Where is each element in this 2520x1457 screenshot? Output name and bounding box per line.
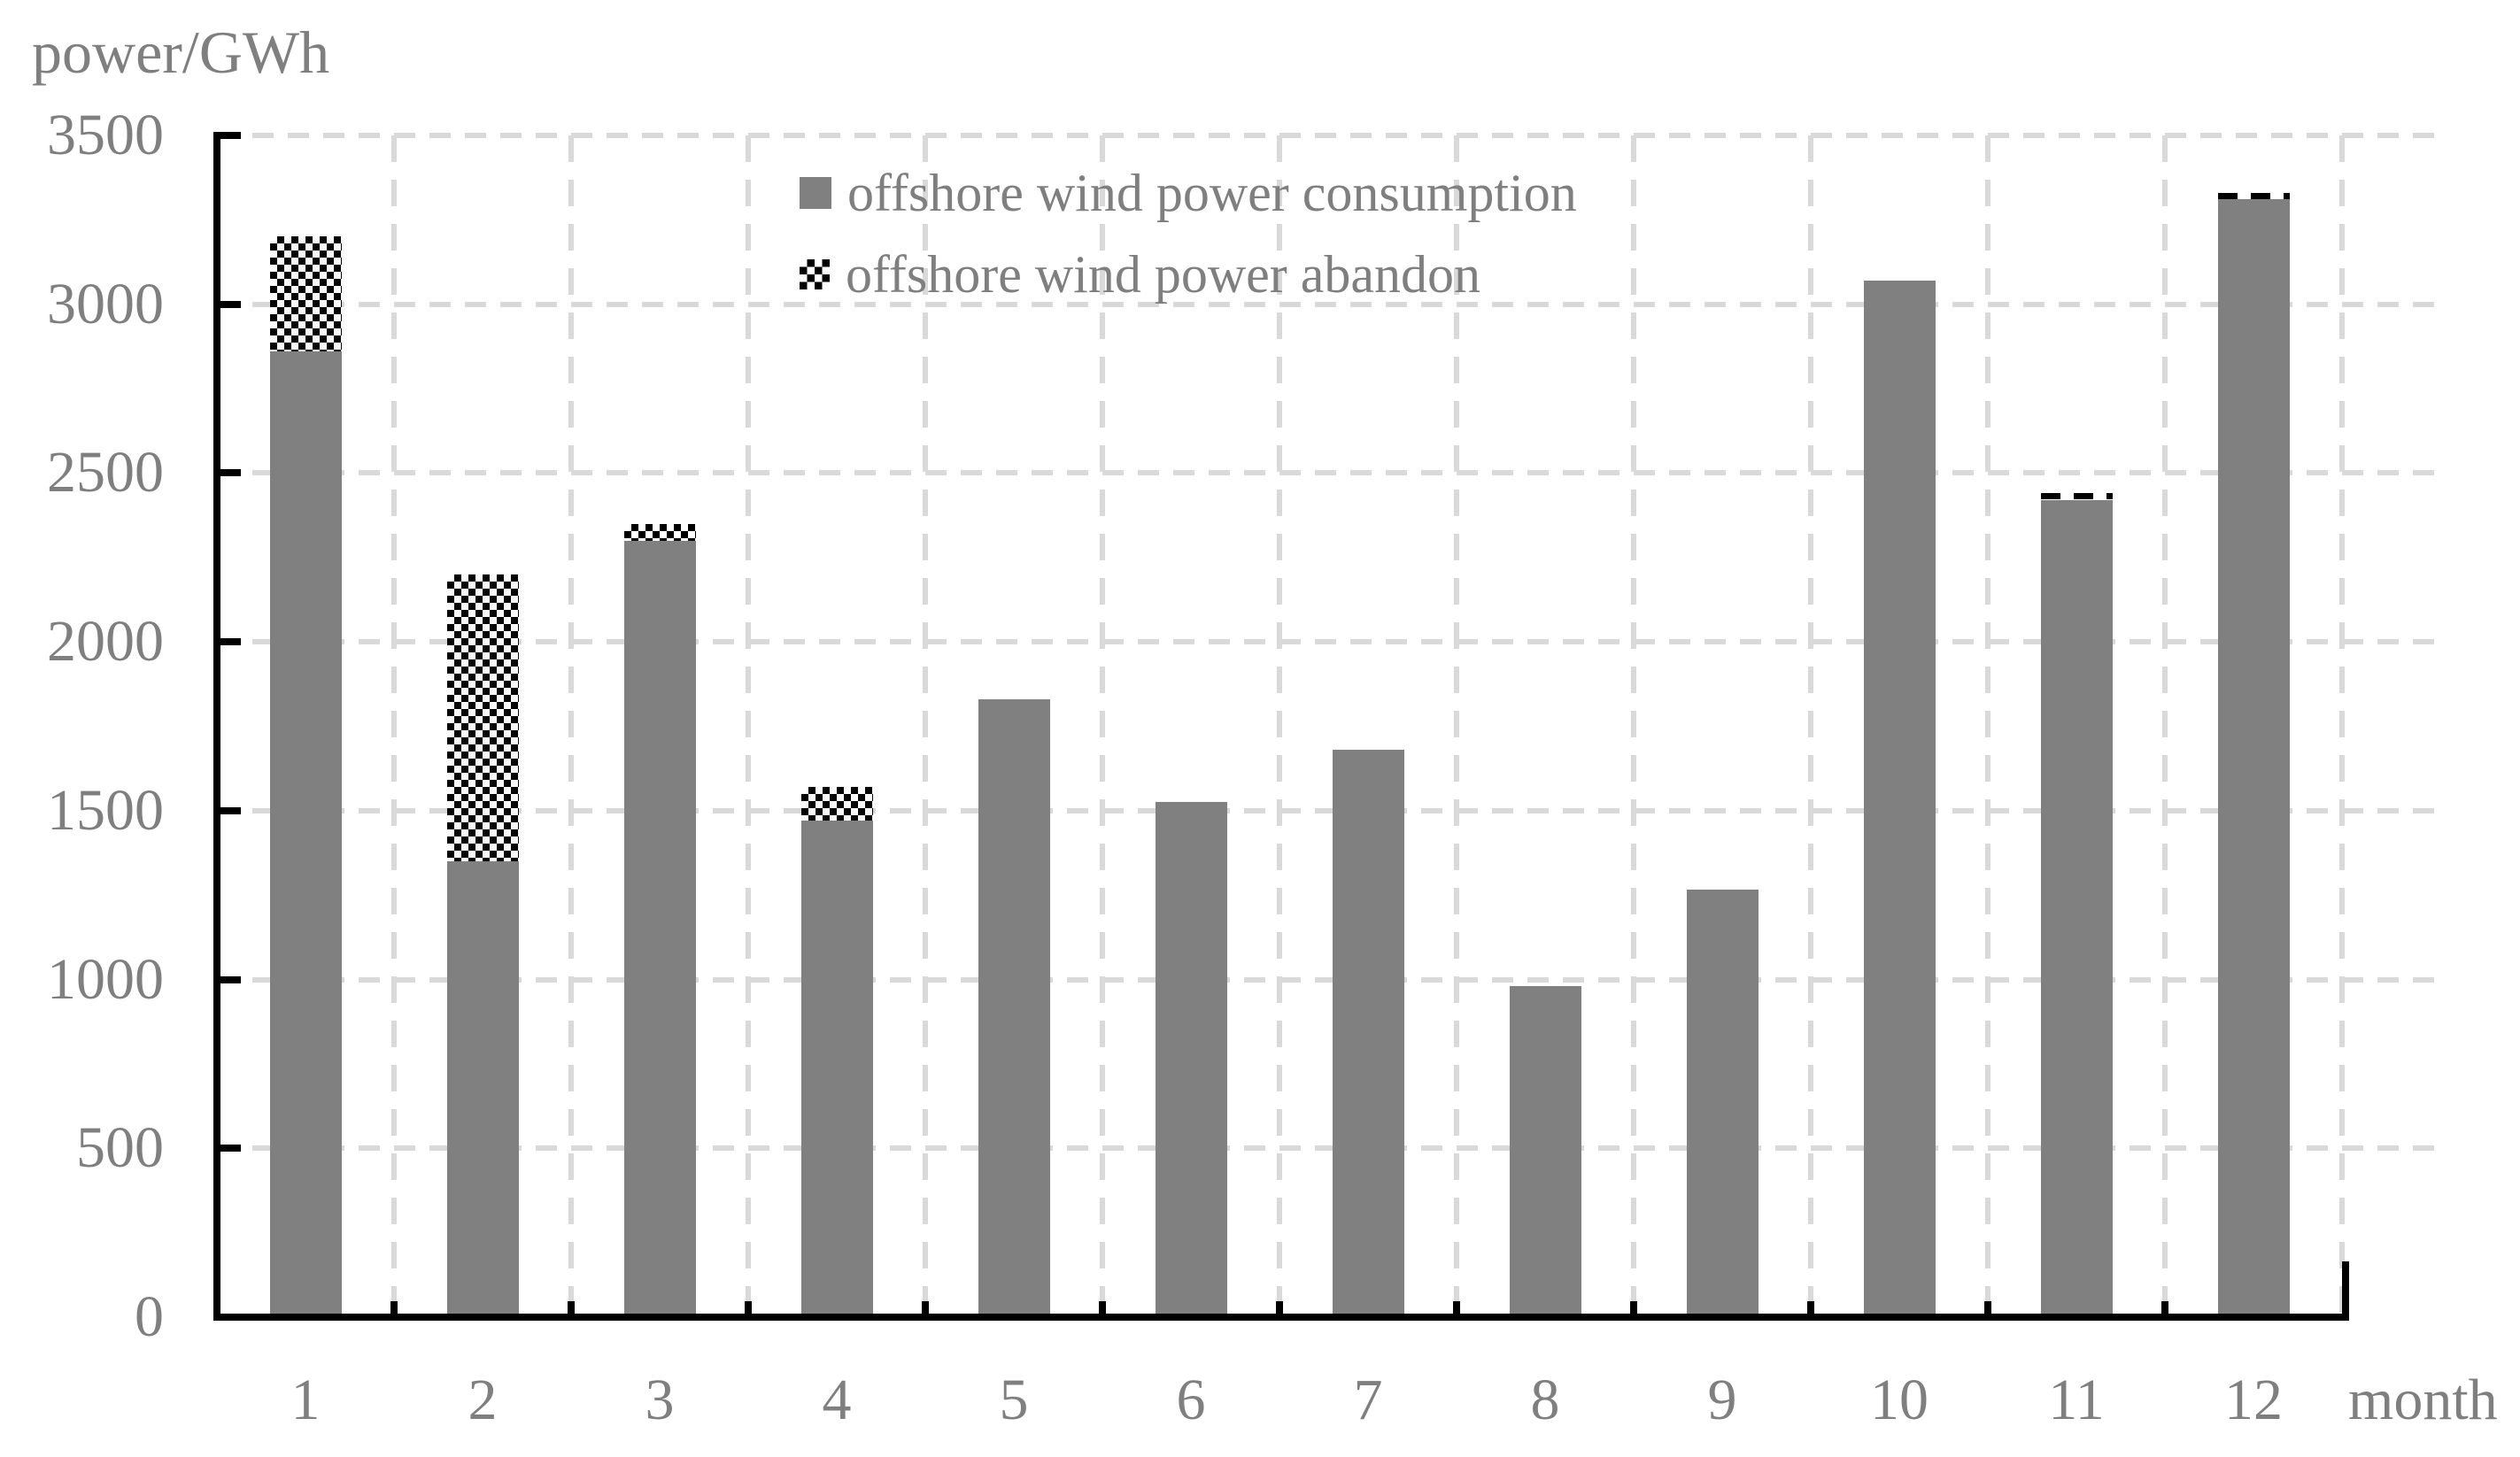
bar-consumption-month-11 xyxy=(2041,499,2113,1314)
month-label-2: 2 xyxy=(468,1368,498,1432)
month-label-1: 1 xyxy=(290,1368,321,1432)
y-tick-3000 xyxy=(213,300,241,308)
y-tick-label-500: 500 xyxy=(76,1115,164,1181)
x-axis-end-tick xyxy=(2342,1261,2349,1321)
y-tick-500 xyxy=(213,1145,241,1152)
gridline-h-3500 xyxy=(217,133,2439,138)
x-tick-9 xyxy=(1099,1301,1106,1314)
bar-abandon-month-3 xyxy=(624,523,696,541)
x-tick-19 xyxy=(1984,1301,1991,1314)
x-tick-1 xyxy=(390,1301,398,1314)
bar-abandon-month-1 xyxy=(270,236,342,352)
x-tick-5 xyxy=(745,1301,752,1314)
bar-abandon-month-2 xyxy=(447,574,519,862)
x-tick-21 xyxy=(2161,1301,2168,1314)
bar-consumption-month-2 xyxy=(447,861,519,1314)
y-tick-1500 xyxy=(213,806,241,814)
bar-consumption-month-8 xyxy=(1510,986,1581,1314)
gridline-v-8 xyxy=(1631,135,1636,1314)
month-label-7: 7 xyxy=(1353,1368,1383,1432)
gridline-v-4 xyxy=(923,135,928,1314)
gridline-v-9 xyxy=(1808,135,1813,1314)
legend-item-consumption: offshore wind power consumption xyxy=(800,166,1577,220)
gridline-h-3000 xyxy=(217,301,2439,307)
y-tick-label-1500: 1500 xyxy=(47,777,164,843)
gridline-v-2 xyxy=(568,135,574,1314)
bar-consumption-month-3 xyxy=(624,540,696,1314)
x-tick-11 xyxy=(1276,1301,1283,1314)
month-label-5: 5 xyxy=(999,1368,1029,1432)
bar-consumption-month-6 xyxy=(1156,802,1227,1314)
y-tick-label-3000: 3000 xyxy=(47,271,164,336)
bar-consumption-month-7 xyxy=(1333,750,1404,1314)
x-tick-15 xyxy=(1630,1301,1637,1314)
y-tick-label-3500: 3500 xyxy=(47,103,164,167)
gridline-h-1000 xyxy=(217,976,2439,983)
month-label-10: 10 xyxy=(1870,1368,1929,1432)
y-tick-1000 xyxy=(213,975,241,983)
y-tick-label-2500: 2500 xyxy=(47,440,164,505)
gridline-h-2000 xyxy=(217,639,2439,645)
x-axis-unit-label: month xyxy=(2348,1368,2498,1432)
x-tick-3 xyxy=(568,1301,575,1314)
month-label-8: 8 xyxy=(1530,1368,1560,1432)
x-tick-17 xyxy=(1807,1301,1814,1314)
gridline-v-12 xyxy=(2339,135,2345,1314)
y-tick-3500 xyxy=(213,132,241,139)
x-tick-7 xyxy=(922,1301,929,1314)
bar-consumption-month-1 xyxy=(270,351,342,1314)
bar-abandon-dash-month-12 xyxy=(2218,192,2290,199)
month-label-6: 6 xyxy=(1176,1368,1206,1432)
month-label-9: 9 xyxy=(1707,1368,1737,1432)
bar-abandon-dash-month-11 xyxy=(2041,493,2113,500)
x-tick-13 xyxy=(1453,1301,1460,1314)
gridline-h-2500 xyxy=(217,470,2439,476)
bar-consumption-month-4 xyxy=(801,821,873,1314)
bar-consumption-month-5 xyxy=(978,698,1050,1314)
month-label-12: 12 xyxy=(2224,1368,2283,1432)
legend-swatch-abandon-icon xyxy=(800,259,830,289)
gridline-v-10 xyxy=(1985,135,1990,1314)
bar-consumption-month-12 xyxy=(2218,199,2290,1314)
legend-label-abandon: offshore wind power abandon xyxy=(846,245,1481,304)
y-tick-label-2000: 2000 xyxy=(47,609,164,675)
gridline-v-11 xyxy=(2162,135,2168,1314)
legend-item-abandon: offshore wind power abandon xyxy=(800,248,1480,301)
month-label-11: 11 xyxy=(2048,1368,2105,1432)
y-tick-2500 xyxy=(213,469,241,477)
gridline-v-7 xyxy=(1454,135,1459,1314)
gridline-v-5 xyxy=(1100,135,1105,1314)
x-axis-line xyxy=(213,1314,2349,1321)
gridline-v-3 xyxy=(746,135,751,1314)
gridline-v-1 xyxy=(391,135,397,1314)
month-label-4: 4 xyxy=(822,1368,852,1432)
legend-swatch-consumption-icon xyxy=(800,177,831,209)
bar-abandon-month-4 xyxy=(801,787,873,821)
y-axis-line xyxy=(213,134,220,1321)
bar-consumption-month-10 xyxy=(1864,281,1936,1314)
gridline-h-1500 xyxy=(217,807,2439,813)
bar-consumption-month-9 xyxy=(1687,890,1759,1314)
legend-label-consumption: offshore wind power consumption xyxy=(847,164,1577,222)
gridline-h-500 xyxy=(217,1145,2439,1152)
y-tick-label-0: 0 xyxy=(135,1284,164,1349)
y-axis-title: power/GWh xyxy=(32,19,330,86)
y-tick-2000 xyxy=(213,638,241,646)
y-tick-label-1000: 1000 xyxy=(47,946,164,1012)
month-label-3: 3 xyxy=(645,1368,675,1432)
gridline-v-6 xyxy=(1277,135,1282,1314)
